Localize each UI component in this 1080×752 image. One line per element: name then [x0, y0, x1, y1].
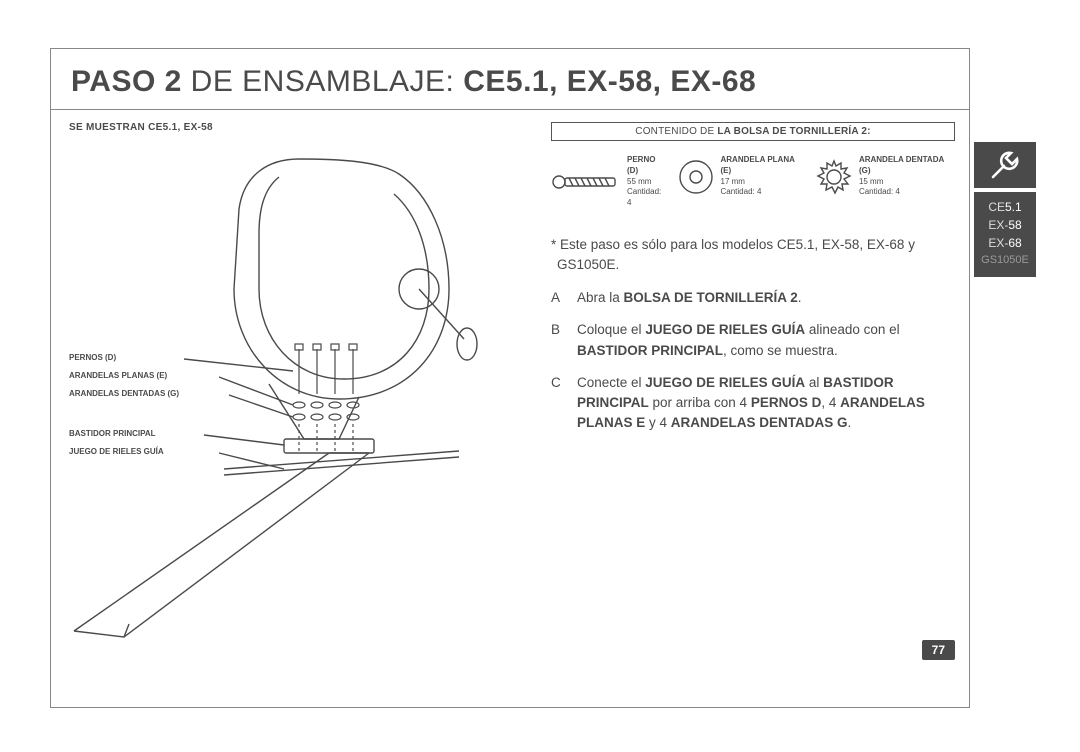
side-tab: CE5.1 EX-58 EX-68 GS1050E: [974, 142, 1036, 277]
assembly-diagram: PERNOS (D) ARANDELAS PLANAS (E) ARANDELA…: [69, 139, 539, 639]
hw-flat-text: ARANDELA PLANA (E) 17 mm Cantidad: 4: [721, 155, 805, 198]
hw-size: 17 mm: [721, 177, 805, 188]
model-gs: GS1050E: [974, 252, 1036, 269]
label-planas: ARANDELAS PLANAS (E): [69, 371, 167, 380]
steps-list: A Abra la BOLSA DE TORNILLERÍA 2. B Colo…: [551, 288, 955, 434]
page-title: PASO 2 DE ENSAMBLAJE: CE5.1, EX-58, EX-6…: [51, 49, 969, 109]
model-ce: CE5.1: [974, 198, 1036, 216]
instructions-column: CONTENIDO DE LA BOLSA DE TORNILLERÍA 2: …: [551, 122, 955, 446]
label-rieles: JUEGO DE RIELES GUÍA: [69, 447, 164, 456]
hw-header-bold: LA BOLSA DE TORNILLERÍA 2:: [717, 126, 870, 137]
step-c: C Conecte el JUEGO DE RIELES GUÍA al BAS…: [551, 373, 955, 434]
content-area: SE MUESTRAN CE5.1, EX-58: [51, 110, 969, 670]
hw-bolt-text: PERNO (D) 55 mm Cantidad: 4: [627, 155, 667, 209]
hw-header-pre: CONTENIDO DE: [635, 126, 717, 137]
step-body: Abra la BOLSA DE TORNILLERÍA 2.: [577, 288, 802, 308]
hw-name: ARANDELA DENTADA (G): [859, 155, 955, 177]
step-body: Coloque el JUEGO DE RIELES GUÍA alineado…: [577, 320, 955, 361]
step-letter: B: [551, 320, 565, 361]
step-a: A Abra la BOLSA DE TORNILLERÍA 2.: [551, 288, 955, 308]
title-models: CE5.1, EX-58, EX-68: [463, 65, 756, 98]
tooth-washer-icon: [815, 158, 853, 196]
manual-page: PASO 2 DE ENSAMBLAJE: CE5.1, EX-58, EX-6…: [50, 48, 970, 708]
hardware-header: CONTENIDO DE LA BOLSA DE TORNILLERÍA 2:: [551, 122, 955, 141]
hw-name: ARANDELA PLANA (E): [721, 155, 805, 177]
hw-qty: Cantidad: 4: [859, 187, 955, 198]
diagram-column: SE MUESTRAN CE5.1, EX-58: [69, 122, 539, 639]
step-body: Conecte el JUEGO DE RIELES GUÍA al BASTI…: [577, 373, 955, 434]
label-pernos: PERNOS (D): [69, 353, 116, 362]
diagram-header: SE MUESTRAN CE5.1, EX-58: [69, 122, 539, 133]
bolt-icon: [551, 167, 621, 197]
page-number: 77: [922, 640, 955, 660]
hw-size: 55 mm: [627, 177, 667, 188]
step-letter: C: [551, 373, 565, 434]
model-ex58: EX-58: [974, 216, 1036, 234]
hw-tooth-washer: ARANDELA DENTADA (G) 15 mm Cantidad: 4: [815, 155, 955, 198]
wrench-icon: [974, 142, 1036, 188]
hw-tooth-text: ARANDELA DENTADA (G) 15 mm Cantidad: 4: [859, 155, 955, 198]
hw-name: PERNO (D): [627, 155, 667, 177]
title-mid: DE ENSAMBLAJE:: [182, 65, 463, 98]
model-ex68: EX-68: [974, 234, 1036, 252]
hw-bolt: PERNO (D) 55 mm Cantidad: 4: [551, 155, 667, 209]
hardware-row: PERNO (D) 55 mm Cantidad: 4 ARANDELA PLA…: [551, 155, 955, 209]
step-b: B Coloque el JUEGO DE RIELES GUÍA alinea…: [551, 320, 955, 361]
model-list: CE5.1 EX-58 EX-68 GS1050E: [974, 192, 1036, 277]
step-letter: A: [551, 288, 565, 308]
label-dentadas: ARANDELAS DENTADAS (G): [69, 389, 179, 398]
title-step: PASO 2: [71, 65, 182, 98]
hw-size: 15 mm: [859, 177, 955, 188]
hw-qty: Cantidad: 4: [627, 187, 667, 209]
label-bastidor: BASTIDOR PRINCIPAL: [69, 429, 156, 438]
flat-washer-icon: [677, 158, 715, 196]
step-note: * Este paso es sólo para los modelos CE5…: [551, 235, 955, 274]
hw-qty: Cantidad: 4: [721, 187, 805, 198]
hw-flat-washer: ARANDELA PLANA (E) 17 mm Cantidad: 4: [677, 155, 805, 198]
